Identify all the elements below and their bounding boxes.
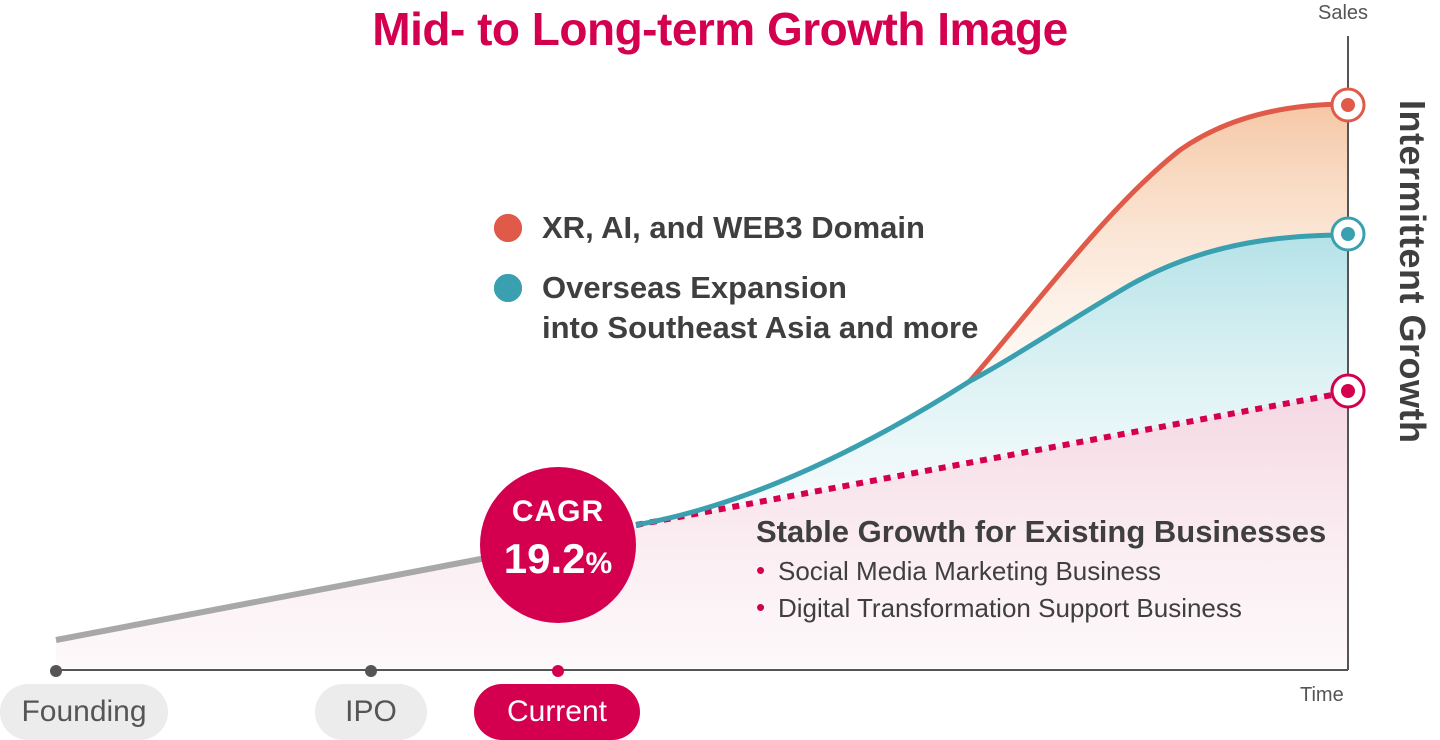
bullet-icon: • <box>756 592 766 622</box>
tick-founding <box>50 665 62 677</box>
intermittent-growth-text: Intermittent Growth <box>1392 100 1433 444</box>
legend-label: Overseas Expansion into Southeast Asia a… <box>542 268 978 348</box>
target-dot-ring <box>494 274 522 302</box>
intermittent-growth-label: Intermittent Growth <box>1392 100 1433 540</box>
cagr-unit: % <box>585 547 613 580</box>
cagr-badge: CAGR 19.2% <box>480 467 636 623</box>
area-stable-growth <box>56 392 1348 668</box>
stable-item-label: Digital Transformation Support Business <box>778 593 1242 623</box>
milestone-founding: Founding <box>0 684 168 740</box>
stable-item: • Digital Transformation Support Business <box>756 592 1326 624</box>
stable-growth-annotation: Stable Growth for Existing Businesses • S… <box>756 514 1326 624</box>
bullet-icon: • <box>756 555 766 585</box>
cagr-value: 19.2% <box>480 535 636 583</box>
stable-item-label: Social Media Marketing Business <box>778 556 1161 586</box>
x-axis-label: Time <box>1300 684 1344 706</box>
area-overseas-expansion <box>636 235 1348 525</box>
tick-ipo <box>365 665 377 677</box>
legend-label-line2: into Southeast Asia and more <box>542 310 979 345</box>
xr-ai-web3-line <box>968 101 1349 383</box>
stable-growth-line <box>635 389 1349 528</box>
end-marker-stable-growth <box>1330 373 1366 409</box>
page-title: Mid- to Long-term Growth Image <box>372 3 1068 55</box>
overseas-expansion-line <box>635 232 1349 528</box>
history-line <box>55 555 487 643</box>
stable-item: • Social Media Marketing Business <box>756 555 1326 587</box>
y-axis-label: Sales <box>1318 2 1369 24</box>
tick-current <box>552 665 564 677</box>
area-xr-ai-web3 <box>970 104 1348 381</box>
legend-label-line1: Overseas Expansion <box>542 270 847 305</box>
target-dot-ring <box>494 214 522 242</box>
milestone-current: Current <box>474 684 640 740</box>
milestone-ipo: IPO <box>315 684 427 740</box>
cagr-label: CAGR <box>511 495 605 528</box>
end-marker-overseas-expansion <box>1330 216 1366 252</box>
end-marker-xr-ai-web3 <box>1330 87 1366 123</box>
cagr-number: 19.2 <box>503 535 586 582</box>
stable-growth-heading: Stable Growth for Existing Businesses <box>756 514 1327 549</box>
legend-label: XR, AI, and WEB3 Domain <box>542 210 925 245</box>
